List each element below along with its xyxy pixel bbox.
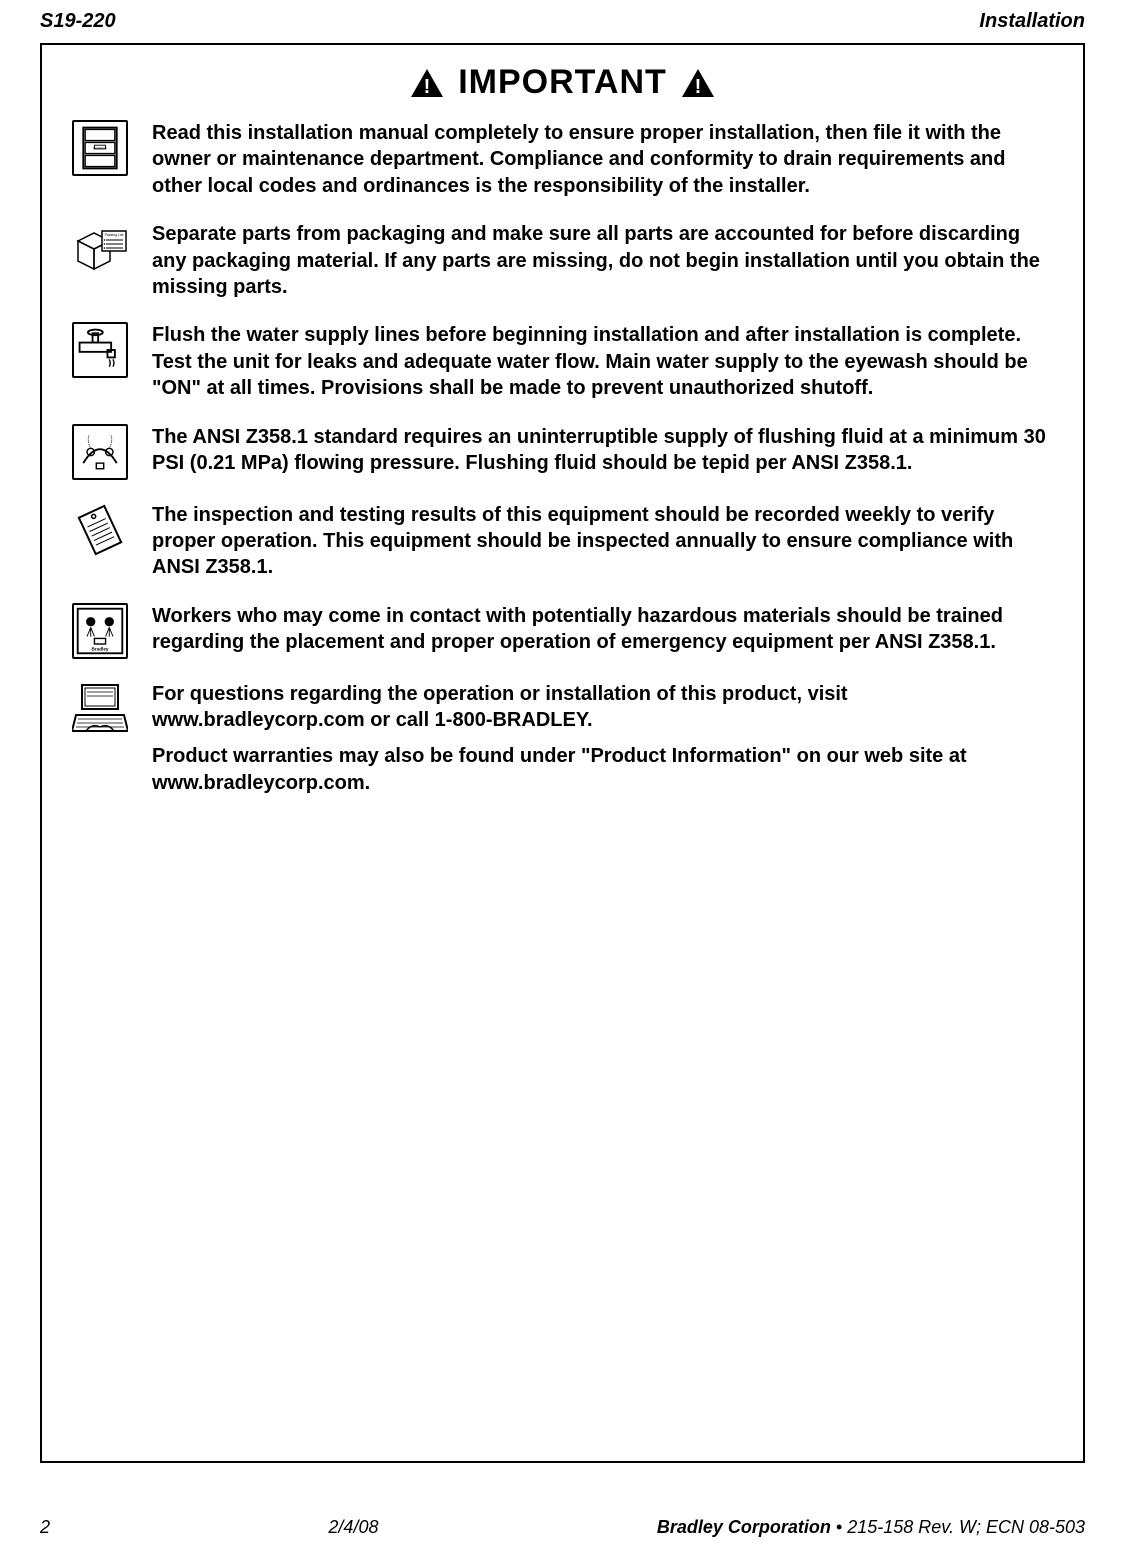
important-heading: ! IMPORTANT ! <box>72 63 1053 102</box>
svg-text:!: ! <box>694 76 701 98</box>
warning-triangle-icon: ! <box>681 68 715 98</box>
instruction-text: For questions regarding the operation or… <box>152 681 1053 797</box>
instruction-text: The inspection and testing results of th… <box>152 502 1053 581</box>
eyewash-spray-icon <box>72 424 128 480</box>
header-section: Installation <box>979 10 1085 33</box>
icon-cell <box>72 424 132 480</box>
spacer <box>152 733 1053 743</box>
footer-date: 2/4/08 <box>328 1517 378 1538</box>
icon-cell <box>72 502 132 558</box>
footer-rev: 215-158 Rev. W; ECN 08-503 <box>847 1517 1085 1537</box>
instruction-paragraph: For questions regarding the operation or… <box>152 681 1053 734</box>
footer-bullet: • <box>831 1517 847 1537</box>
content-frame: ! IMPORTANT ! Installation <box>40 43 1085 1463</box>
page: S19-220 Installation ! IMPORTANT ! <box>0 0 1125 1552</box>
icon-cell: Packing List <box>72 221 132 277</box>
instruction-text: Workers who may come in contact with pot… <box>152 603 1053 656</box>
page-footer: 2 2/4/08 Bradley Corporation • 215-158 R… <box>40 1517 1085 1538</box>
computer-keyboard-icon <box>72 681 128 737</box>
instruction-section: The inspection and testing results of th… <box>72 502 1053 581</box>
svg-text:Bradley: Bradley <box>92 646 109 651</box>
svg-text:Packing List: Packing List <box>105 233 124 237</box>
inspection-tag-icon <box>72 502 128 558</box>
file-cabinet-icon: Installation <box>72 120 128 176</box>
instruction-text: Read this installation manual completely… <box>152 120 1053 199</box>
svg-text:!: ! <box>424 76 431 98</box>
instruction-section: Flush the water supply lines before begi… <box>72 322 1053 401</box>
important-label: IMPORTANT <box>458 63 667 102</box>
icon-cell <box>72 681 132 737</box>
instruction-section: For questions regarding the operation or… <box>72 681 1053 797</box>
instruction-paragraph: Product warranties may also be found und… <box>152 743 1053 796</box>
page-header: S19-220 Installation <box>0 0 1125 33</box>
icon-cell <box>72 322 132 378</box>
instruction-section: Installation Read this installation manu… <box>72 120 1053 199</box>
instruction-text: Flush the water supply lines before begi… <box>152 322 1053 401</box>
footer-corp: Bradley Corporation <box>657 1517 831 1537</box>
warning-triangle-icon: ! <box>410 68 444 98</box>
icon-cell: Bradley <box>72 603 132 659</box>
faucet-flush-icon <box>72 322 128 378</box>
instruction-section: Bradley Workers who may come in contact … <box>72 603 1053 659</box>
eyewash-sign-icon: Bradley <box>72 603 128 659</box>
footer-page-number: 2 <box>40 1517 50 1538</box>
icon-cell: Installation <box>72 120 132 176</box>
instruction-text: Separate parts from packaging and make s… <box>152 221 1053 300</box>
header-model: S19-220 <box>40 10 116 33</box>
packing-list-icon: Packing List <box>72 221 128 277</box>
instruction-section: The ANSI Z358.1 standard requires an uni… <box>72 424 1053 480</box>
footer-attribution: Bradley Corporation • 215-158 Rev. W; EC… <box>657 1517 1085 1538</box>
instruction-text: The ANSI Z358.1 standard requires an uni… <box>152 424 1053 477</box>
svg-text:Installation: Installation <box>93 146 108 150</box>
instruction-section: Packing List Separate parts from packagi… <box>72 221 1053 300</box>
